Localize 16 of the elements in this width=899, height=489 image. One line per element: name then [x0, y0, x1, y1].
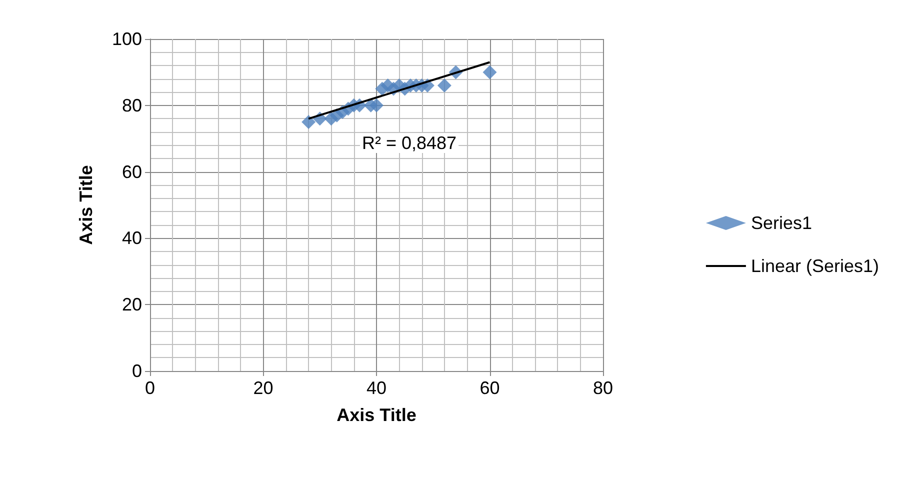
x-tick-label: 40: [366, 378, 387, 398]
legend-label: Linear (Series1): [750, 256, 880, 276]
legend-label: Series1: [750, 213, 812, 233]
x-axis-title: Axis Title: [336, 405, 416, 425]
y-tick-label: 60: [122, 162, 142, 182]
x-tick-label: 80: [592, 378, 614, 398]
x-tick-label: 20: [253, 378, 274, 398]
y-tick-label: 0: [132, 361, 142, 381]
y-axis-title: Axis Title: [76, 165, 96, 245]
x-tick-label: 0: [144, 378, 156, 398]
y-tick-label: 40: [122, 228, 142, 248]
y-tick-label: 20: [122, 294, 142, 315]
x-tick-label: 60: [480, 378, 500, 398]
y-tick-label: 80: [122, 95, 142, 116]
annotation: R² = 0,8487: [362, 133, 457, 153]
y-tick-label: 100: [112, 29, 142, 49]
